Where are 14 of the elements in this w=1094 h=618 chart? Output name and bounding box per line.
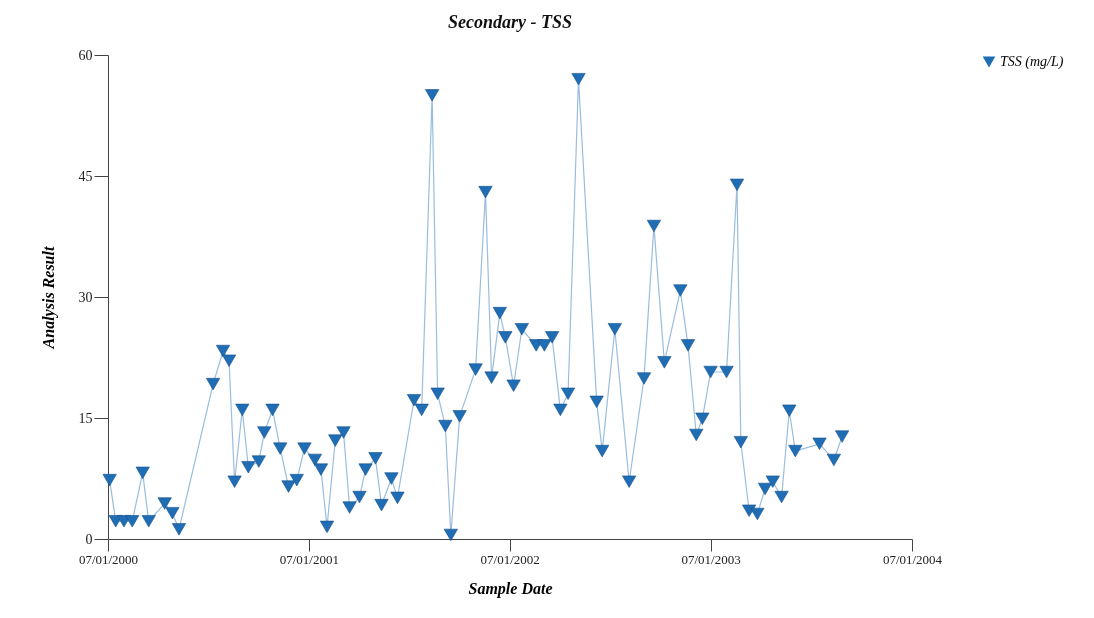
x-tick-label: 07/01/2000 <box>78 551 139 567</box>
chart-title: Secondary - TSS <box>447 12 573 32</box>
x-tick-label: 07/01/2003 <box>681 551 741 567</box>
x-tick-label: 07/01/2002 <box>480 551 540 567</box>
y-tick-label: 0 <box>85 531 93 547</box>
x-tick-label: 07/01/2004 <box>882 551 943 567</box>
y-tick-label: 60 <box>78 47 93 63</box>
y-tick-label: 45 <box>78 168 93 184</box>
x-axis-title: Sample Date <box>468 579 553 598</box>
y-axis-title: Analysis Result <box>39 246 58 350</box>
y-tick-label: 30 <box>78 289 93 305</box>
y-tick-label: 15 <box>78 410 93 426</box>
legend-label: TSS (mg/L) <box>1000 54 1064 70</box>
x-tick-label: 07/01/2001 <box>279 551 339 567</box>
